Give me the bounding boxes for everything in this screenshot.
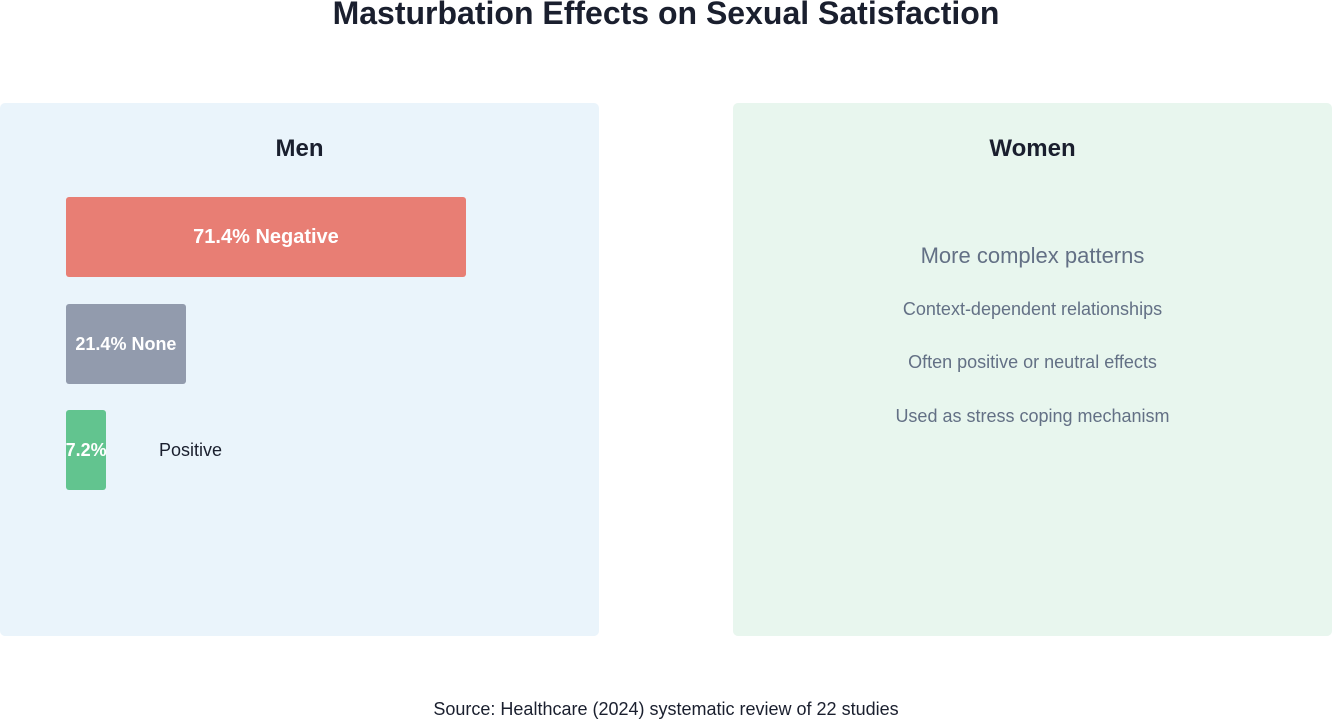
women-panel: Women More complex patterns Context-depe…: [733, 103, 1332, 636]
men-panel-title: Men: [275, 135, 324, 162]
bar-none: 21.4% None: [66, 304, 186, 384]
bar-label-none: 21.4% None: [75, 333, 177, 354]
source-note: Source: Healthcare (2024) systematic rev…: [433, 699, 899, 719]
bar-positive: 7.2%: [65, 410, 107, 490]
positive-outside-label: Positive: [159, 440, 223, 460]
women-point-1: Context-dependent relationships: [902, 299, 1163, 319]
men-panel: Men 71.4% Negative 21.4% None 7.2% Posit…: [0, 103, 599, 636]
chart-title: Masturbation Effects on Sexual Satisfact…: [332, 0, 1000, 31]
bar-negative: 71.4% Negative: [66, 197, 466, 277]
bar-label-negative: 71.4% Negative: [193, 225, 339, 248]
bar-label-positive: 7.2%: [65, 439, 107, 460]
women-point-3: Used as stress coping mechanism: [895, 406, 1170, 426]
women-point-2: Often positive or neutral effects: [908, 352, 1157, 372]
women-panel-title: Women: [989, 135, 1076, 162]
women-heading: More complex patterns: [920, 243, 1145, 268]
